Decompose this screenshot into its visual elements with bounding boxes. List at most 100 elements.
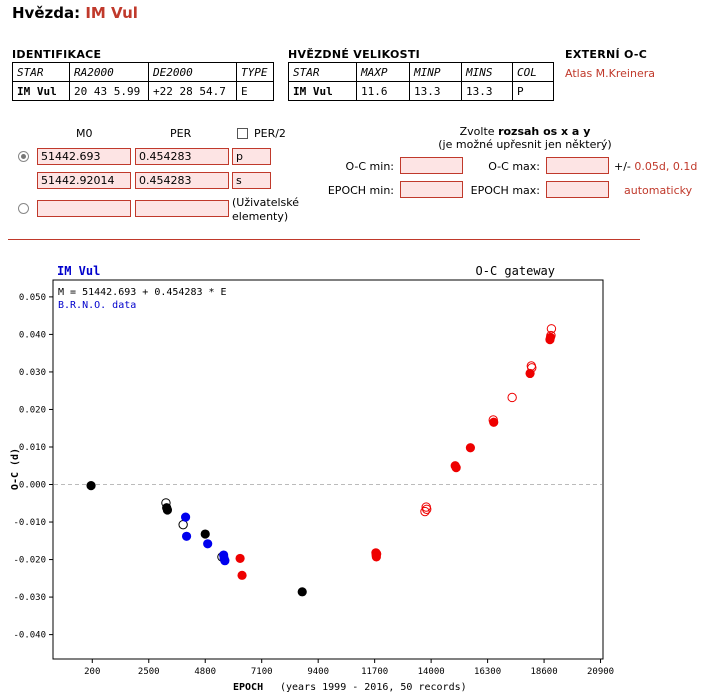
per2-checkbox[interactable] bbox=[237, 128, 248, 139]
data-point-open bbox=[420, 506, 430, 517]
data-point-open bbox=[507, 392, 517, 403]
val-ra: 20 43 5.99 bbox=[69, 81, 149, 101]
data-point-filled bbox=[203, 539, 213, 549]
m0-input-1[interactable]: 51442.693 bbox=[37, 148, 131, 165]
m0-input-2[interactable]: 51442.92014 bbox=[37, 172, 131, 189]
externi-heading: EXTERNÍ O-C bbox=[565, 48, 648, 61]
data-point-filled bbox=[220, 556, 230, 566]
per-input-1[interactable]: 0.454283 bbox=[135, 148, 229, 165]
data-point-filled bbox=[371, 552, 381, 562]
min-type-input-1[interactable]: p bbox=[232, 148, 271, 165]
data-point-filled bbox=[525, 368, 535, 379]
data-point-open bbox=[527, 363, 537, 373]
val-star: IM Vul bbox=[288, 81, 357, 101]
data-point-filled bbox=[451, 463, 461, 473]
range-01-link[interactable]: 0.1d bbox=[672, 160, 698, 173]
plot-frame bbox=[52, 279, 604, 660]
data-point-filled bbox=[235, 553, 245, 564]
m0-header: M0 bbox=[76, 127, 93, 140]
velikosti-table: STAR MAXP MINP MINS COL IM Vul 11.6 13.3… bbox=[288, 62, 554, 101]
col-col: COL bbox=[512, 62, 554, 82]
col-maxp: MAXP bbox=[356, 62, 410, 82]
x-tick-label: 2500 bbox=[138, 667, 160, 677]
min-type-input-2[interactable]: s bbox=[232, 172, 271, 189]
chart-title: IM Vul bbox=[57, 264, 100, 278]
col-star: STAR bbox=[288, 62, 357, 82]
epoch-min-label: EPOCH min: bbox=[327, 184, 394, 197]
data-point-filled bbox=[86, 481, 96, 491]
x-axis: 200 2500 4800 7100 9400 11700 14000 16300 18600 2… bbox=[84, 659, 614, 677]
x-tick-label: 14000 bbox=[418, 667, 445, 677]
col-mins: MINS bbox=[461, 62, 513, 82]
per2-label: PER/2 bbox=[254, 127, 286, 140]
data-point-filled bbox=[465, 443, 476, 453]
data-point-filled bbox=[200, 529, 210, 539]
data-points bbox=[86, 324, 557, 597]
oc-max-input[interactable] bbox=[546, 157, 609, 174]
range-subtitle: (je možné upřesnit jen některý) bbox=[438, 138, 612, 151]
y-axis: 0.050 0.040 0.030 0.020 0.010 -0.000 -0.010 -0.… bbox=[13, 293, 53, 641]
x-tick-label: 4800 bbox=[194, 667, 216, 677]
chart-subtitle: O-C gateway bbox=[476, 264, 555, 278]
per-input-2[interactable]: 0.454283 bbox=[135, 172, 229, 189]
y-tick-label: -0.040 bbox=[13, 631, 46, 641]
data-point-open bbox=[546, 330, 556, 341]
data-point-filled bbox=[237, 570, 247, 580]
x-tick-label: 7100 bbox=[251, 667, 273, 677]
page-title: Hvězda: IM Vul bbox=[12, 4, 138, 22]
kreiner-atlas-link[interactable]: Atlas M.Kreinera bbox=[565, 67, 655, 80]
title-star-name: IM Vul bbox=[85, 4, 138, 22]
val-maxp: 11.6 bbox=[356, 81, 410, 101]
x-axis-note: (years 1999 - 2016, 50 records) bbox=[280, 682, 467, 693]
col-minp: MINP bbox=[409, 62, 462, 82]
oc-range-presets: +/- 0.05d, 0.1d bbox=[614, 160, 697, 173]
oc-min-input[interactable] bbox=[400, 157, 463, 174]
y-tick-label: 0.030 bbox=[19, 368, 46, 378]
col-ra: RA2000 bbox=[69, 62, 149, 82]
per-input-user[interactable] bbox=[135, 200, 229, 217]
y-tick-label: 0.040 bbox=[19, 330, 46, 340]
x-tick-label: 20900 bbox=[587, 667, 614, 677]
col-type: TYPE bbox=[236, 62, 274, 82]
val-mins: 13.3 bbox=[461, 81, 513, 101]
x-axis-label: EPOCH bbox=[233, 682, 263, 693]
y-tick-label: -0.000 bbox=[13, 481, 46, 491]
val-type: E bbox=[236, 81, 274, 101]
oc-diagram: IM Vul O-C gateway M = 51442.693 + 0.454… bbox=[10, 264, 614, 693]
element-set-user-radio[interactable] bbox=[18, 203, 29, 214]
x-tick-label: 18600 bbox=[531, 667, 558, 677]
identifikace-heading: IDENTIFIKACE bbox=[12, 48, 102, 61]
val-col: P bbox=[512, 81, 554, 101]
val-de: +22 28 54.7 bbox=[148, 81, 237, 101]
col-star: STAR bbox=[12, 62, 70, 82]
automatic-range-link[interactable]: automaticky bbox=[624, 184, 693, 197]
m0-input-user[interactable] bbox=[37, 200, 131, 217]
y-axis-label: O-C (d) bbox=[10, 448, 21, 490]
range-separator: , bbox=[665, 160, 670, 173]
element-set-1-radio[interactable] bbox=[18, 151, 29, 162]
range-title: Zvolte rozsah os x a y bbox=[400, 125, 650, 138]
y-tick-label: 0.020 bbox=[19, 405, 46, 415]
epoch-max-input[interactable] bbox=[546, 181, 609, 198]
y-tick-label: -0.030 bbox=[13, 593, 46, 603]
chart-formula: M = 51442.693 + 0.454283 * E bbox=[58, 287, 227, 298]
identifikace-table: STAR RA2000 DE2000 TYPE IM Vul 20 43 5.9… bbox=[12, 62, 274, 101]
x-tick-label: 16300 bbox=[474, 667, 501, 677]
plus-minus-label: +/- bbox=[614, 160, 631, 173]
epoch-min-input[interactable] bbox=[400, 181, 463, 198]
data-point-filled bbox=[297, 587, 307, 597]
x-tick-label: 200 bbox=[84, 667, 100, 677]
chart-source: B.R.N.O. data bbox=[58, 300, 136, 311]
data-point-open bbox=[371, 549, 382, 559]
range-005-link[interactable]: 0.05d bbox=[634, 160, 666, 173]
epoch-max-label: EPOCH max: bbox=[470, 184, 540, 197]
oc-max-label: O-C max: bbox=[488, 160, 540, 173]
val-minp: 13.3 bbox=[409, 81, 462, 101]
y-tick-label: 0.010 bbox=[19, 443, 46, 453]
data-point-filled bbox=[162, 505, 173, 515]
x-tick-label: 11700 bbox=[361, 667, 388, 677]
data-point-open bbox=[422, 504, 432, 514]
col-de: DE2000 bbox=[148, 62, 237, 82]
data-point-filled bbox=[489, 417, 499, 427]
user-elements-note: (Uživatelské elementy) bbox=[232, 196, 300, 223]
